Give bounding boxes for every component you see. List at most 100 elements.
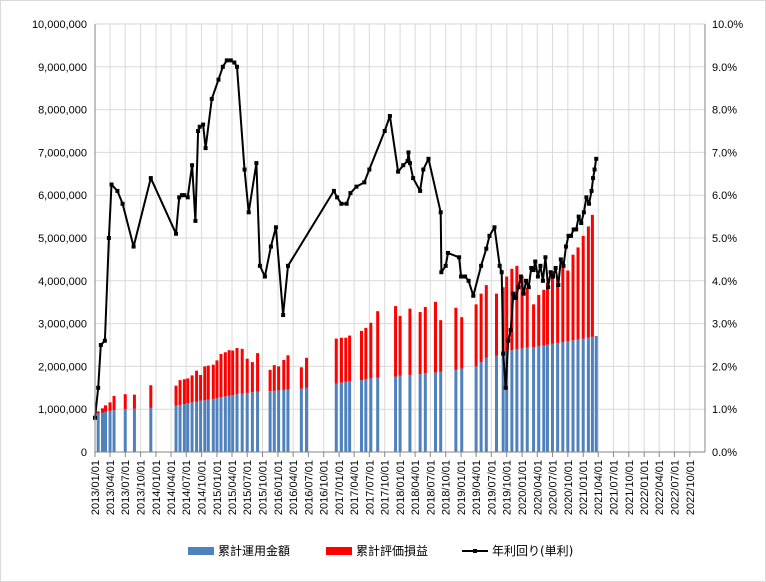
yield-marker: [281, 313, 286, 318]
bar-gain: [272, 365, 276, 391]
legend-label-2: 累計評価損益: [356, 544, 429, 558]
x-tick-label: 2017/01/01: [334, 460, 346, 515]
left-tick-label: 3,000,000: [38, 319, 87, 331]
yield-marker: [109, 182, 114, 187]
bar-gain: [586, 226, 590, 338]
x-tick-label: 2013/01/01: [90, 460, 102, 515]
bar-gain: [460, 317, 464, 369]
x-tick-label: 2021/01/01: [578, 460, 590, 515]
bar-invested: [123, 409, 127, 452]
yield-marker: [354, 184, 359, 189]
bar-invested: [344, 381, 348, 452]
x-tick-label: 2018/04/01: [410, 460, 422, 515]
yield-marker: [177, 195, 182, 200]
left-tick-label: 5,000,000: [38, 233, 87, 245]
legend-swatch-blue: [188, 546, 214, 555]
yield-marker: [193, 218, 198, 223]
yield-marker: [254, 161, 259, 166]
x-tick-label: 2021/07/01: [608, 460, 620, 515]
bar-invested: [305, 387, 309, 452]
bar-gain: [227, 350, 231, 396]
left-tick-label: 2,000,000: [38, 361, 87, 373]
yield-marker: [439, 270, 444, 275]
bar-gain: [454, 307, 458, 370]
x-tick-label: 2017/07/01: [364, 460, 376, 515]
yield-marker: [246, 210, 251, 215]
bar-gain: [299, 367, 303, 389]
yield-marker: [190, 163, 195, 168]
bar-gain: [556, 276, 560, 343]
bar-gain: [245, 358, 249, 393]
yield-marker: [569, 233, 574, 238]
yield-marker: [185, 195, 190, 200]
x-tick-label: 2013/04/01: [105, 460, 117, 515]
yield-marker: [405, 158, 410, 163]
x-tick-label: 2018/10/01: [441, 460, 453, 515]
x-tick-label: 2019/04/01: [471, 460, 483, 515]
bar-gain: [532, 304, 536, 348]
bar-gain: [484, 285, 488, 358]
x-tick-label: 2015/10/01: [258, 460, 270, 515]
bar-gain: [235, 347, 239, 395]
bar-gain: [561, 267, 565, 343]
yield-marker: [201, 122, 206, 127]
yield-marker: [228, 58, 233, 63]
yield-marker: [484, 246, 489, 251]
bar-gain: [434, 301, 438, 373]
yield-marker: [148, 176, 153, 181]
yield-marker: [96, 385, 101, 390]
legend: 累計運用金額 累計評価損益 年利回り(単利): [0, 542, 766, 562]
bar-gain: [394, 306, 398, 377]
yield-marker: [524, 278, 529, 283]
x-tick-label: 2013/10/01: [136, 460, 148, 515]
x-tick-label: 2022/10/01: [685, 460, 697, 515]
right-tick-label: 2.0%: [712, 361, 737, 373]
bar-invested: [590, 336, 594, 452]
x-tick-label: 2014/10/01: [197, 460, 209, 515]
bar-gain: [195, 370, 199, 402]
bar-invested: [556, 342, 560, 452]
bar-invested: [101, 412, 105, 452]
x-tick-label: 2022/04/01: [654, 460, 666, 515]
yield-marker: [339, 201, 344, 206]
right-tick-label: 7.0%: [712, 147, 737, 159]
bar-gain: [190, 375, 194, 403]
yield-marker: [503, 385, 508, 390]
yield-marker: [232, 60, 237, 65]
yield-marker: [589, 188, 594, 193]
x-tick-label: 2016/10/01: [319, 460, 331, 515]
right-tick-label: 3.0%: [712, 319, 737, 331]
bar-gain: [364, 327, 368, 380]
bar-invested: [364, 379, 368, 452]
bar-gain: [256, 353, 260, 392]
bar-invested: [195, 401, 199, 452]
gridlines: [94, 23, 705, 452]
yield-marker: [591, 176, 596, 181]
bar-invested: [132, 408, 136, 452]
yield-marker: [521, 291, 526, 296]
yield-marker: [466, 278, 471, 283]
yield-marker: [457, 255, 462, 260]
bar-gain: [268, 369, 272, 392]
yield-marker: [443, 263, 448, 268]
left-tick-label: 7,000,000: [38, 147, 87, 159]
bar-gain: [282, 359, 286, 390]
bar-series: [96, 214, 598, 452]
yield-marker: [197, 124, 202, 129]
bar-invested: [215, 398, 219, 452]
yield-marker: [556, 283, 561, 288]
yield-marker: [581, 210, 586, 215]
x-tick-label: 2021/04/01: [593, 460, 605, 515]
bar-invested: [174, 405, 178, 452]
bar-invested: [272, 390, 276, 452]
bar-gain: [178, 380, 182, 405]
yield-marker: [563, 244, 568, 249]
bar-invested: [594, 336, 598, 452]
bar-invested: [235, 394, 239, 452]
yield-marker: [516, 285, 521, 290]
bar-invested: [571, 340, 575, 452]
yield-marker: [592, 167, 597, 172]
bar-gain: [369, 322, 373, 379]
yield-marker: [471, 293, 476, 298]
bar-invested: [454, 369, 458, 452]
